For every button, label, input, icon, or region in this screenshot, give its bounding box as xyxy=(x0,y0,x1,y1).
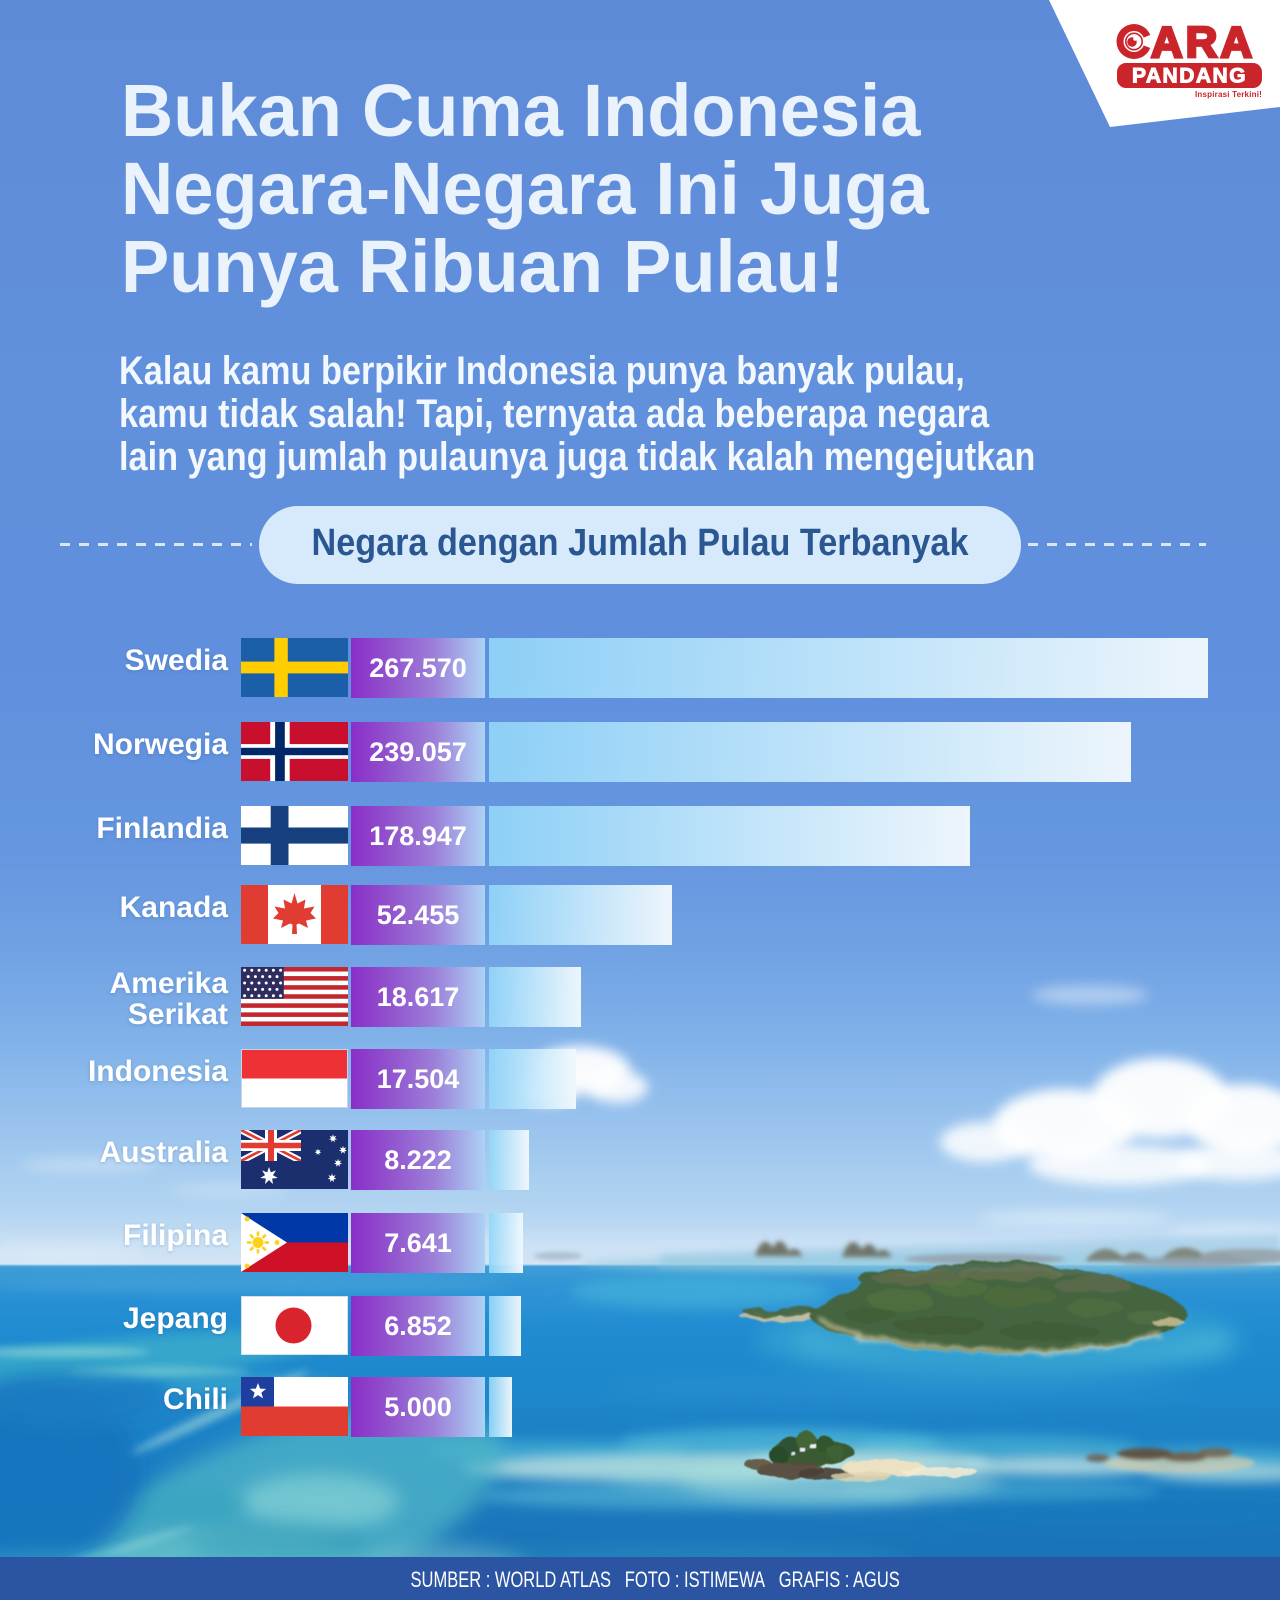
svg-text:Inspirasi Terkini!: Inspirasi Terkini! xyxy=(1195,90,1262,99)
svg-text:ARA: ARA xyxy=(1151,18,1255,67)
svg-text:PANDANG: PANDANG xyxy=(1132,65,1247,88)
